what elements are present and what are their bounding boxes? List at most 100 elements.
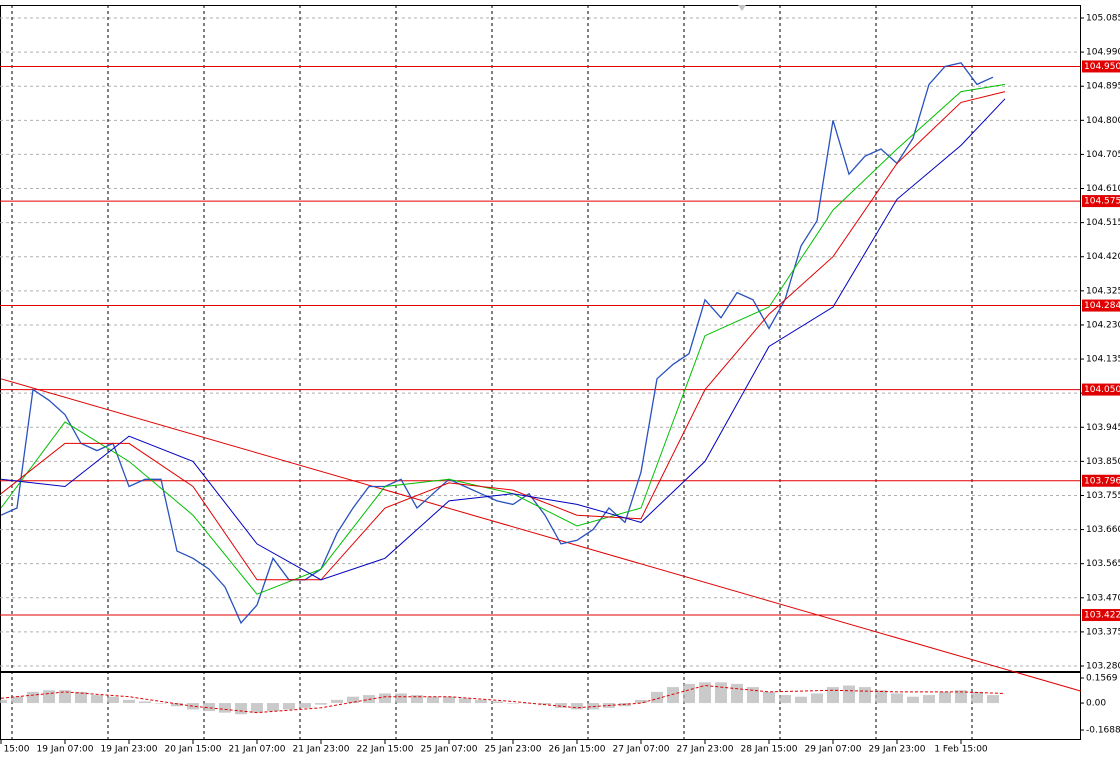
level-label-box (1082, 60, 1120, 73)
level-label-box (1082, 299, 1120, 312)
y-tick-label: 103.470 (1086, 593, 1120, 603)
moving-average (0, 91, 1006, 581)
level-label-box (1082, 609, 1120, 622)
level-label: 103.422 (1084, 611, 1120, 621)
y-tick-label: 103.280 (1086, 662, 1120, 672)
histogram-bar (571, 703, 583, 710)
y-tick-label: 103.375 (1086, 627, 1120, 637)
histogram-bar (219, 703, 231, 713)
y-tick-label: 104.610 (1086, 184, 1120, 194)
histogram-bar (475, 699, 487, 704)
histogram-bar (811, 693, 823, 704)
histogram-bar (411, 695, 423, 704)
histogram-bar (235, 703, 247, 715)
price-line (0, 62, 994, 625)
y-tick-label: 104.230 (1086, 320, 1120, 330)
histogram-bar (539, 703, 551, 705)
histogram-bar (875, 690, 887, 704)
histogram-bar (667, 687, 679, 704)
x-tick-label: 22 Jan 15:00 (357, 745, 414, 755)
level-label-box (1082, 474, 1120, 487)
histogram-bar (795, 696, 807, 704)
histogram-bar (923, 695, 935, 704)
histogram-bar (123, 699, 135, 704)
y-tick-label: 0.00 (1086, 699, 1106, 709)
histogram-bar (779, 695, 791, 704)
histogram-bar (427, 696, 439, 704)
y-tick-label: -0.1688 (1086, 726, 1120, 736)
histogram-bar (459, 698, 471, 704)
y-tick-label: 104.705 (1086, 150, 1120, 160)
histogram-bar (555, 703, 567, 708)
histogram-bar (747, 687, 759, 704)
histogram-bar (107, 696, 119, 704)
x-tick-label: 1 Feb 15:00 (934, 745, 988, 755)
histogram-bar (11, 696, 23, 704)
y-tick-label: 103.850 (1086, 457, 1120, 467)
histogram-bar (715, 682, 727, 704)
histogram-bar (299, 703, 311, 708)
x-tick-label: 27 Jan 07:00 (613, 745, 670, 755)
x-tick-label: 26 Jan 15:00 (549, 745, 606, 755)
histogram-bar (267, 703, 279, 712)
shift-marker (738, 5, 746, 11)
indicator-frame (0, 672, 1081, 740)
x-tick-label: 21 Jan 07:00 (229, 745, 286, 755)
histogram-bar (491, 701, 503, 704)
histogram-bar (75, 691, 87, 704)
x-tick-label: 19 Jan 07:00 (37, 745, 94, 755)
histogram-bar (859, 687, 871, 704)
main-frame (0, 5, 1081, 672)
histogram-bar (939, 691, 951, 704)
histogram-bar (843, 685, 855, 704)
x-tick-label: 25 Jan 23:00 (485, 745, 542, 755)
x-tick-label: 28 Jan 15:00 (741, 745, 798, 755)
histogram-bar (283, 703, 295, 710)
histogram-bar (955, 690, 967, 704)
histogram-bar (443, 696, 455, 704)
histogram-bar (971, 691, 983, 704)
y-tick-label: 104.420 (1086, 252, 1120, 262)
x-tick-label: 20 Jan 15:00 (165, 745, 222, 755)
histogram-bar (139, 701, 151, 704)
histogram-bar (187, 703, 199, 710)
y-tick-label: 104.325 (1086, 286, 1120, 296)
x-tick-label: 25 Jan 07:00 (421, 745, 478, 755)
histogram-bar (155, 703, 167, 704)
level-label: 103.796 (1084, 476, 1120, 486)
y-tick-label: 104.135 (1086, 355, 1120, 365)
histogram-bar (91, 695, 103, 704)
histogram-bar (827, 687, 839, 704)
level-label: 104.050 (1084, 385, 1120, 395)
y-tick-label: 104.895 (1086, 82, 1120, 92)
y-tick-label: 104.990 (1086, 48, 1120, 58)
level-label: 104.950 (1084, 62, 1120, 72)
histogram-bar (59, 690, 71, 704)
histogram-bar (171, 703, 183, 707)
level-label-box (1082, 383, 1120, 396)
x-tick-label: 27 Jan 23:00 (677, 745, 734, 755)
histogram-bar (891, 693, 903, 704)
histogram-bar (347, 696, 359, 704)
y-tick-label: 103.565 (1086, 559, 1120, 569)
x-tick-label: 18 Jan 15:00 (0, 745, 30, 755)
histogram-bar (379, 693, 391, 704)
x-tick-label: 29 Jan 23:00 (869, 745, 926, 755)
x-tick-label: 21 Jan 23:00 (293, 745, 350, 755)
y-tick-label: 105.085 (1086, 14, 1120, 24)
y-tick-label: 103.660 (1086, 525, 1120, 535)
histogram-bar (683, 683, 695, 704)
histogram-bar (507, 703, 519, 704)
x-tick-label: 29 Jan 07:00 (805, 745, 862, 755)
histogram-bar (251, 703, 263, 713)
trendline (0, 378, 1082, 692)
histogram-bar (203, 703, 215, 712)
histogram-bar (907, 696, 919, 704)
histogram-bar (0, 699, 7, 704)
level-label: 104.575 (1084, 197, 1120, 207)
signal-line (0, 684, 1006, 714)
moving-average (0, 98, 1006, 581)
histogram-bar (315, 703, 327, 705)
